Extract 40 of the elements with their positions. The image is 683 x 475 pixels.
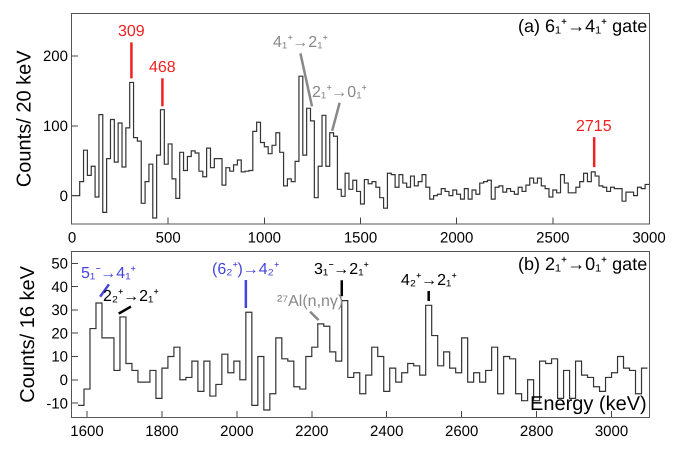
x-tick-label: 2400 <box>370 423 404 440</box>
x-tick-label: 2200 <box>295 423 328 440</box>
x-tick-label: 1600 <box>70 423 104 440</box>
annotation: 2715 <box>576 118 612 135</box>
x-tick-label: 2000 <box>220 423 254 440</box>
x-tick-label: 2600 <box>444 423 478 440</box>
y-axis-title: Counts/ 16 keV <box>16 265 39 403</box>
annotation: 468 <box>149 59 176 76</box>
x-tick-label: 1500 <box>344 230 378 247</box>
annotation: 2₁⁺→0₁⁺ <box>312 84 367 101</box>
annotation: 5₁⁻→4₁⁺ <box>81 265 136 282</box>
annotation: 309 <box>118 23 145 40</box>
annotation: (a) 6₁⁺→4₁⁺ gate <box>518 16 648 36</box>
x-tick-label: 1000 <box>248 230 282 247</box>
y-axis-title: Counts/ 20 keV <box>13 50 36 188</box>
annotation: 3₁⁻→2₁⁺ <box>314 261 369 278</box>
y-tick-label: 200 <box>42 48 68 66</box>
annotation: 4₂⁺→2₁⁺ <box>401 272 456 289</box>
y-tick-label: -10 <box>46 395 68 412</box>
x-tick-label: 1800 <box>145 423 179 440</box>
x-tick-label: 2500 <box>536 230 570 247</box>
x-tick-label: 2800 <box>520 423 554 440</box>
y-tick-label: 10 <box>51 348 68 366</box>
y-tick-label: 30 <box>51 302 68 320</box>
x-axis-title: Energy (keV) <box>530 393 647 415</box>
y-tick-label: 50 <box>51 256 68 273</box>
annotation: ²⁷Al(n,nγ) <box>277 293 344 310</box>
annotation: 4₁⁺→2₁⁺ <box>273 34 328 51</box>
y-tick-label: 0 <box>60 372 68 390</box>
x-tick-label: 2000 <box>440 230 474 247</box>
x-tick-label: 3000 <box>594 423 628 440</box>
y-tick-label: 40 <box>51 278 68 296</box>
y-tick-label: 20 <box>51 325 68 342</box>
y-tick-label: 100 <box>42 118 68 136</box>
annotation: (b) 2₁⁺→0₁⁺ gate <box>518 254 648 274</box>
annotation: (6₂⁺)→4₂⁺ <box>212 261 279 278</box>
y-tick-label: 0 <box>60 188 68 205</box>
annotation: 2₂⁺→2₁⁺ <box>103 288 158 305</box>
x-tick-label: 3000 <box>632 230 666 247</box>
x-tick-label: 500 <box>156 230 181 247</box>
